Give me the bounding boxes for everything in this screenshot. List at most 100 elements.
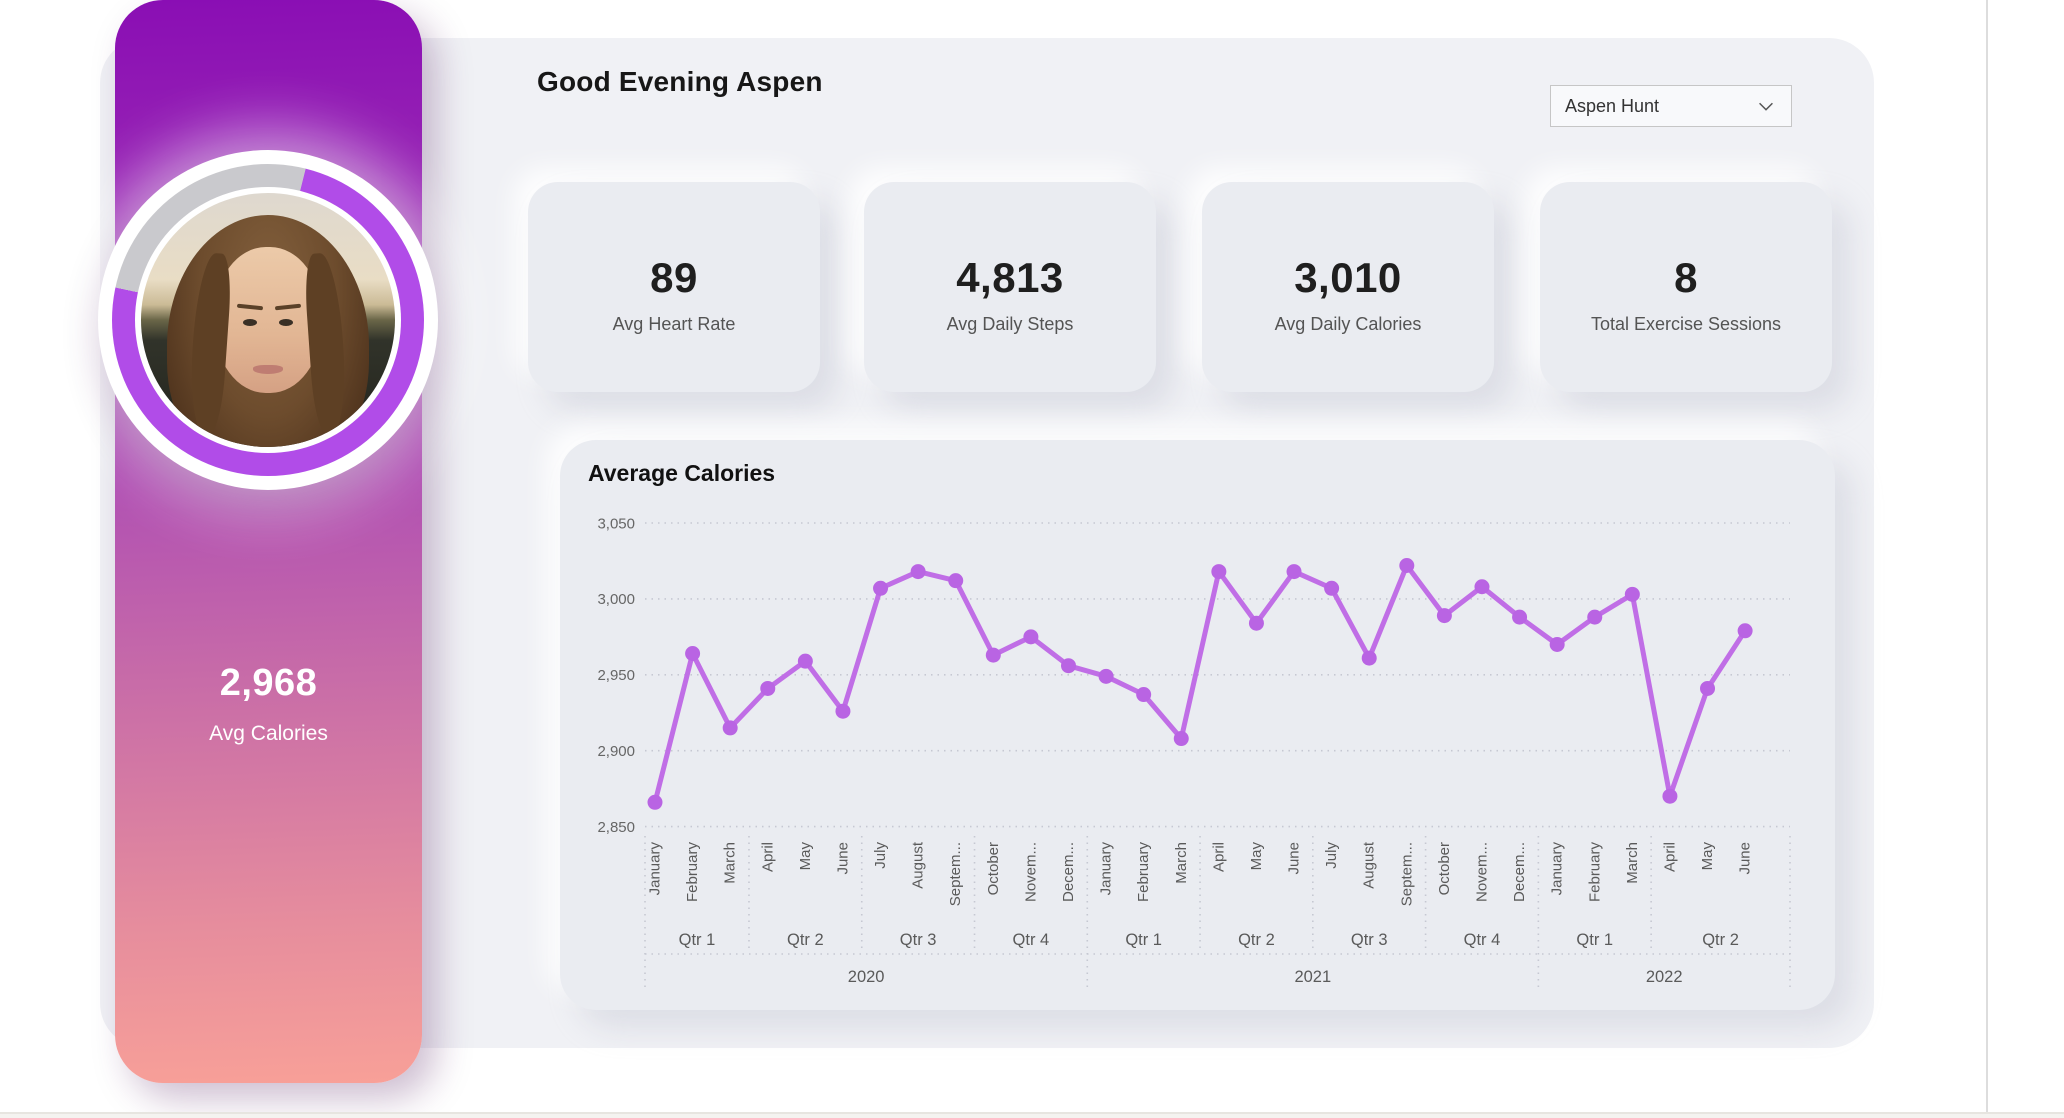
- month-tick-label: Novem...: [1022, 842, 1039, 902]
- data-point-marker: [1361, 650, 1377, 666]
- avatar-progress-ring: [112, 164, 424, 476]
- month-tick-label: January: [647, 842, 664, 896]
- data-point-marker: [797, 653, 813, 669]
- quarter-tick-label: Qtr 2: [1702, 931, 1739, 949]
- month-tick-label: April: [1210, 842, 1227, 872]
- data-point-marker: [1023, 629, 1039, 645]
- month-tick-label: Decem...: [1511, 842, 1528, 902]
- month-tick-label: October: [1436, 842, 1453, 895]
- calories-line-series: [652, 563, 1748, 805]
- stat-card-avg-daily-steps: 4,813 Avg Daily Steps: [864, 182, 1156, 392]
- month-tick-label: January: [1549, 842, 1566, 896]
- stat-value: 4,813: [956, 254, 1064, 301]
- data-point-marker: [1248, 615, 1264, 631]
- chevron-down-icon: [1759, 102, 1773, 111]
- data-point-marker: [722, 720, 738, 736]
- avatar-face-detail: [279, 319, 293, 326]
- quarter-tick-label: Qtr 2: [1238, 931, 1275, 949]
- data-point-marker: [1436, 608, 1452, 624]
- month-tick-label: February: [684, 842, 701, 903]
- data-point-marker: [647, 794, 663, 810]
- avatar-ring-gap: [135, 187, 401, 453]
- page-title-greeting: Good Evening Aspen: [537, 66, 823, 97]
- month-tick-label: March: [1173, 842, 1190, 884]
- y-gridlines: 3,050 3,000 2,950 2,900 2,850: [597, 515, 1790, 836]
- month-tick-label: October: [985, 842, 1002, 895]
- average-calories-line-chart[interactable]: 3,050 3,000 2,950 2,900 2,850 January February…: [560, 440, 1835, 1010]
- chart-title: Average Calories: [588, 460, 776, 486]
- month-tick-label: June: [1286, 842, 1303, 875]
- data-point-marker: [760, 680, 776, 696]
- calories-line-markers: [647, 558, 1753, 810]
- month-tick-label: July: [872, 842, 889, 869]
- y-tick-label: 2,950: [597, 667, 635, 684]
- quarter-tick-label: Qtr 3: [1351, 931, 1388, 949]
- data-point-marker: [1587, 609, 1603, 625]
- month-tick-label: April: [759, 842, 776, 872]
- month-tick-label: July: [1323, 842, 1340, 869]
- quarter-tick-label: Qtr 1: [1576, 931, 1613, 949]
- axis-separators: [644, 836, 1791, 988]
- y-tick-label: 2,850: [597, 819, 635, 836]
- data-point-marker: [1662, 788, 1678, 804]
- quarter-tick-label: Qtr 1: [1125, 931, 1162, 949]
- average-calories-chart-card: 3,050 3,000 2,950 2,900 2,850 January February…: [560, 440, 1835, 1010]
- stat-card-avg-daily-calories: 3,010 Avg Daily Calories: [1202, 182, 1494, 392]
- data-point-marker: [985, 647, 1001, 663]
- stat-label: Total Exercise Sessions: [1590, 314, 1782, 334]
- month-tick-label: June: [1737, 842, 1754, 875]
- data-point-marker: [685, 646, 701, 662]
- data-point-marker: [1399, 558, 1415, 574]
- stat-label: Avg Daily Steps: [946, 314, 1074, 334]
- month-tick-label: March: [1624, 842, 1641, 884]
- x-month-labels: January February March April May June July Augu…: [647, 841, 1754, 906]
- month-tick-label: May: [1248, 842, 1265, 871]
- data-point-marker: [1060, 658, 1076, 674]
- y-tick-label: 2,900: [597, 743, 635, 760]
- profile-selector-value: Aspen Hunt: [1565, 95, 1660, 116]
- avatar-photo: [141, 193, 395, 447]
- stat-value: 8: [1674, 254, 1698, 301]
- quarter-tick-label: Qtr 2: [787, 931, 824, 949]
- year-tick-label: 2020: [848, 968, 885, 986]
- month-tick-label: August: [910, 841, 927, 889]
- month-tick-label: August: [1361, 841, 1378, 889]
- right-edge-divider: [1986, 0, 1988, 1118]
- sidebar-avg-calories-label: Avg Calories: [209, 722, 328, 745]
- avatar-face-detail: [243, 319, 257, 326]
- stat-card-total-exercise-sessions: 8 Total Exercise Sessions: [1540, 182, 1832, 392]
- quarter-tick-label: Qtr 1: [679, 931, 716, 949]
- quarter-tick-label: Qtr 3: [900, 931, 937, 949]
- x-quarter-labels: Qtr 1 Qtr 2 Qtr 3 Qtr 4 Qtr 1 Qtr 2 Qtr 3 Qtr 4…: [679, 931, 1739, 949]
- data-point-marker: [873, 580, 889, 596]
- avatar-face-detail: [253, 365, 283, 374]
- month-tick-label: February: [1135, 842, 1152, 903]
- month-tick-label: Septem...: [947, 842, 964, 906]
- sidebar-avg-calories-value: 2,968: [219, 662, 318, 704]
- data-point-marker: [1136, 687, 1152, 703]
- year-tick-label: 2021: [1294, 968, 1331, 986]
- data-point-marker: [1173, 731, 1189, 747]
- data-point-marker: [910, 564, 926, 580]
- profile-sidebar: 2,968 Avg Calories: [98, 0, 438, 1083]
- month-tick-label: Decem...: [1060, 842, 1077, 902]
- data-point-marker: [1474, 579, 1490, 595]
- month-tick-label: June: [834, 842, 851, 875]
- month-tick-label: May: [797, 842, 814, 871]
- data-point-marker: [1624, 586, 1640, 602]
- profile-selector[interactable]: Aspen Hunt: [1550, 85, 1792, 127]
- stat-value: 3,010: [1294, 254, 1402, 301]
- month-tick-label: February: [1586, 842, 1603, 903]
- quarter-tick-label: Qtr 4: [1013, 931, 1050, 949]
- y-tick-label: 3,050: [597, 515, 635, 532]
- year-tick-label: 2022: [1646, 968, 1683, 986]
- month-tick-label: Septem...: [1398, 842, 1415, 906]
- stat-card-avg-heart-rate: 89 Avg Heart Rate: [528, 182, 820, 392]
- data-point-marker: [1286, 564, 1302, 580]
- month-tick-label: April: [1661, 842, 1678, 872]
- avatar: [98, 150, 438, 490]
- data-point-marker: [1737, 623, 1753, 639]
- data-point-marker: [835, 703, 851, 719]
- data-point-marker: [1211, 564, 1227, 580]
- month-tick-label: January: [1098, 842, 1115, 896]
